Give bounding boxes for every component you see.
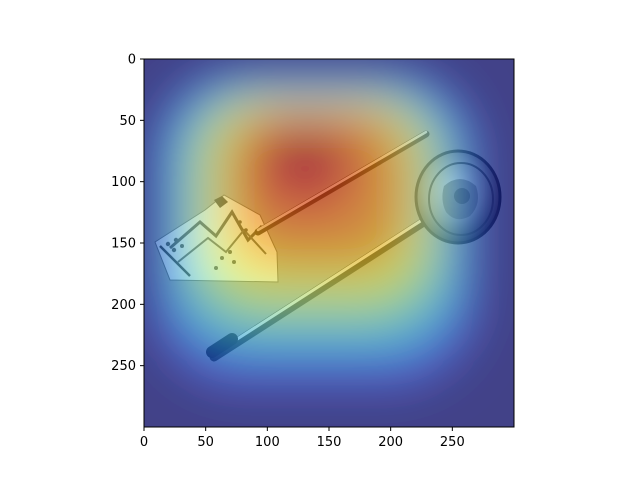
- y-tick-label: 200: [111, 298, 136, 313]
- x-axis: 0 50 100 150 200 250: [140, 427, 465, 450]
- heat-overlay: [144, 59, 514, 427]
- x-tick-label: 250: [440, 435, 465, 450]
- x-tick-label: 150: [317, 435, 342, 450]
- x-tick-label: 50: [197, 435, 214, 450]
- y-tick-label: 100: [111, 175, 136, 190]
- x-tick-label: 100: [255, 435, 280, 450]
- x-tick-label: 200: [378, 435, 403, 450]
- plot-area: [144, 59, 514, 427]
- y-tick-label: 0: [128, 53, 136, 68]
- y-axis: 0 50 100 150 200 250: [111, 53, 144, 374]
- y-tick-label: 150: [111, 237, 136, 252]
- y-tick-label: 50: [119, 114, 136, 129]
- x-tick-label: 0: [140, 435, 148, 450]
- y-tick-label: 250: [111, 359, 136, 374]
